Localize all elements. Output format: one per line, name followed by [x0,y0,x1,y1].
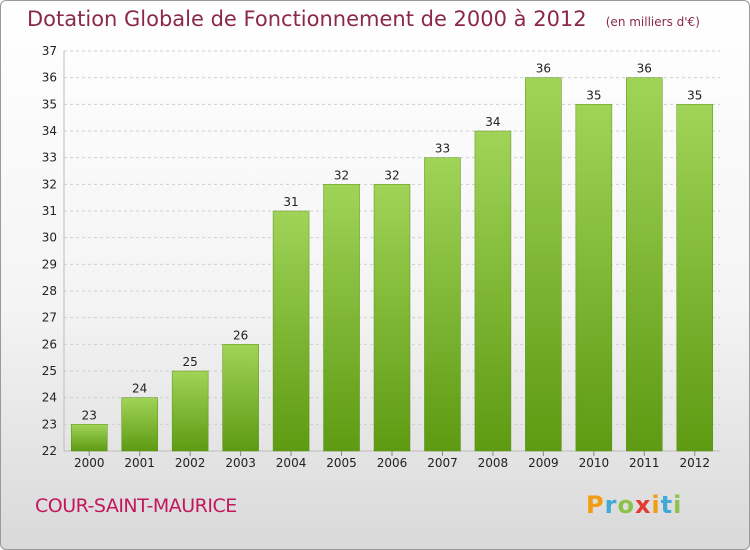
data-label: 32 [334,168,349,182]
bar-2004 [272,210,310,452]
y-tick-label: 31 [42,204,57,218]
logo-letter: t [660,491,674,519]
bar-2005 [323,184,360,452]
y-tick-label: 35 [42,97,57,111]
x-tick-label: 2007 [427,456,458,470]
data-label: 24 [132,382,147,396]
data-label: 35 [687,88,702,102]
logo-letter: P [586,491,605,519]
y-axis-labels: 22 23 24 25 26 27 28 29 30 31 32 33 34 35 36 37 [42,44,57,458]
data-label: 31 [283,195,298,209]
y-tick-label: 26 [42,337,57,351]
data-label: 36 [536,62,551,76]
city-name: COUR-SAINT-MAURICE [35,495,237,517]
data-label: 25 [183,355,198,369]
x-tick-label: 2005 [326,456,357,470]
bars [70,77,714,452]
y-tick-label: 37 [42,44,57,58]
y-tick-label: 25 [42,364,57,378]
y-tick-label: 36 [42,71,57,85]
data-label: 32 [384,168,399,182]
logo-letter: x [634,491,652,519]
proxiti-logo: Proxiti [586,491,682,519]
logo-letter: i [651,491,661,519]
data-label: 35 [586,88,601,102]
bar-2002 [171,370,209,452]
x-tick-label: 2000 [74,456,105,470]
y-tick-label: 24 [42,391,57,405]
x-axis-labels: 2000 2001 2002 2003 2004 2005 2006 2007 2008 2009… [74,451,710,470]
y-tick-label: 29 [42,257,57,271]
data-label: 23 [82,408,97,422]
logo-letter: r [604,491,618,519]
x-tick-label: 2003 [225,456,256,470]
bar-2007 [424,157,461,452]
y-tick-label: 30 [42,231,57,245]
y-tick-label: 34 [42,124,57,138]
bar-2001 [121,397,158,452]
unit-note: (en milliers d'€) [605,15,700,29]
bar-2008 [474,130,512,452]
y-tick-label: 27 [42,311,57,325]
bar-2003 [222,344,259,452]
data-labels: 23 24 25 26 31 32 32 33 34 36 35 36 35 [82,62,703,423]
x-tick-label: 2004 [276,456,307,470]
title-text: Dotation Globale de Fonctionnement de 20… [27,7,587,31]
data-label: 26 [233,328,248,342]
bar-2000 [70,424,108,452]
bar-2012 [676,104,714,452]
bar-2006 [373,184,411,452]
x-tick-label: 2001 [124,456,155,470]
data-label: 34 [485,115,500,129]
x-tick-label: 2012 [679,456,710,470]
y-tick-label: 33 [42,151,57,165]
logo-letter: i [673,491,683,519]
data-label: 33 [435,142,450,156]
y-tick-label: 28 [42,284,57,298]
bar-2010 [575,104,613,452]
bar-2011 [626,77,663,452]
y-tick-label: 22 [42,444,57,458]
x-tick-label: 2008 [478,456,509,470]
logo-letter: o [617,491,635,519]
data-label: 36 [637,62,652,76]
x-tick-label: 2002 [175,456,206,470]
y-tick-label: 32 [42,177,57,191]
y-tick-label: 23 [42,417,57,431]
x-tick-label: 2010 [579,456,610,470]
x-tick-label: 2006 [377,456,408,470]
chart-title: Dotation Globale de Fonctionnement de 20… [27,7,700,31]
x-tick-label: 2011 [629,456,660,470]
x-tick-label: 2009 [528,456,559,470]
bar-2009 [525,77,562,452]
